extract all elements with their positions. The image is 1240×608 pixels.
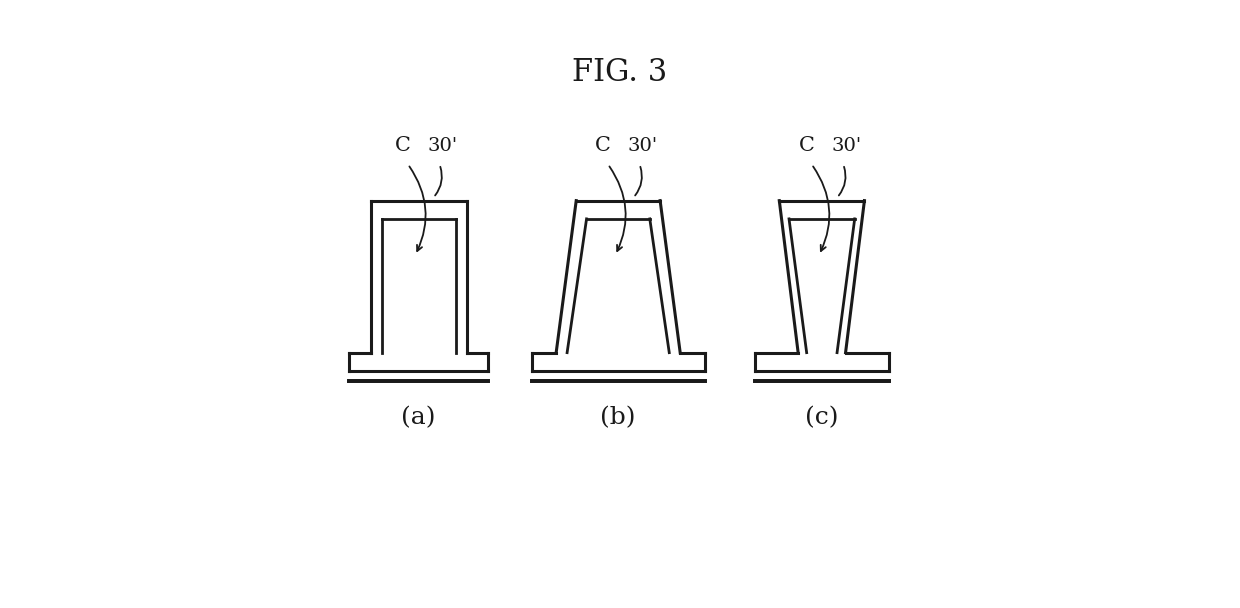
Text: C: C [396, 136, 410, 156]
Text: 30': 30' [831, 137, 862, 155]
Text: C: C [595, 136, 611, 156]
Text: (c): (c) [805, 406, 838, 429]
Text: 30': 30' [627, 137, 657, 155]
Text: 30': 30' [428, 137, 458, 155]
Text: (b): (b) [600, 406, 636, 429]
Text: FIG. 3: FIG. 3 [573, 58, 667, 88]
Text: (a): (a) [401, 406, 435, 429]
Text: C: C [799, 136, 815, 156]
